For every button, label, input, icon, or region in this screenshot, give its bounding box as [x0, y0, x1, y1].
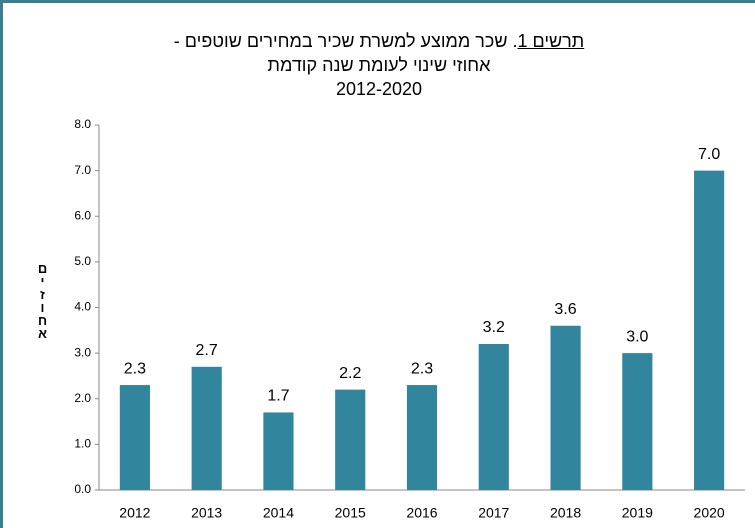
- bar: [263, 412, 294, 490]
- value-label: 2.7: [196, 342, 218, 359]
- value-label: 3.2: [483, 319, 505, 336]
- x-tick-label: 2012: [119, 505, 150, 521]
- x-tick-label: 2016: [406, 505, 437, 521]
- title-label: תרשים 1: [517, 31, 585, 51]
- x-tick-label: 2020: [694, 505, 725, 521]
- title-line: תרשים 1. שכר ממוצע למשרת שכיר במחירים שו…: [3, 29, 755, 53]
- y-tick-label: 3.0: [74, 345, 91, 359]
- bar: [191, 366, 222, 490]
- value-label: 2.3: [124, 360, 146, 377]
- x-tick-label: 2014: [263, 505, 294, 521]
- chart: 0.0 1.0 2.0 3.0 4.0 5.0 6.0 7.0 8.0 2012 2.3 2013 2.…: [74, 117, 745, 521]
- y-tick-label: 2.0: [74, 391, 91, 405]
- chart-subtitle: אחוזי שינוי לעומת שנה קודמת: [267, 55, 491, 75]
- x-tick-label: 2015: [335, 505, 366, 521]
- y-axis-label: אחוזים: [35, 261, 50, 339]
- chart-period: 2012-2020: [335, 79, 423, 99]
- x-tick-label: 2017: [478, 505, 509, 521]
- y-tick-label: 5.0: [74, 254, 91, 268]
- y-tick-label: 8.0: [74, 117, 91, 131]
- titles: תרשים 1. שכר ממוצע למשרת שכיר במחירים שו…: [3, 29, 755, 101]
- y-tick-label: 1.0: [74, 437, 91, 451]
- value-label: 3.0: [626, 328, 648, 345]
- bar: [478, 344, 509, 490]
- value-label: 1.7: [267, 388, 289, 405]
- chart-title: . שכר ממוצע למשרת שכיר במחירים שוטפים -: [173, 31, 518, 51]
- y-tick-label: 6.0: [74, 208, 91, 222]
- bar: [694, 170, 725, 490]
- bar: [550, 325, 581, 490]
- bar: [119, 385, 150, 490]
- x-tick-label: 2013: [191, 505, 222, 521]
- x-tick-label: 2019: [622, 505, 653, 521]
- bar: [335, 389, 366, 490]
- y-tick-label: 4.0: [74, 300, 91, 314]
- bar: [406, 385, 438, 490]
- value-label: 2.3: [411, 360, 433, 377]
- value-label: 7.0: [698, 146, 720, 163]
- value-label: 2.2: [339, 365, 361, 382]
- x-tick-label: 2018: [550, 505, 581, 521]
- y-tick-label: 7.0: [74, 163, 91, 177]
- y-tick-label: 0.0: [74, 482, 91, 496]
- bar: [622, 353, 653, 490]
- value-label: 3.6: [554, 301, 576, 318]
